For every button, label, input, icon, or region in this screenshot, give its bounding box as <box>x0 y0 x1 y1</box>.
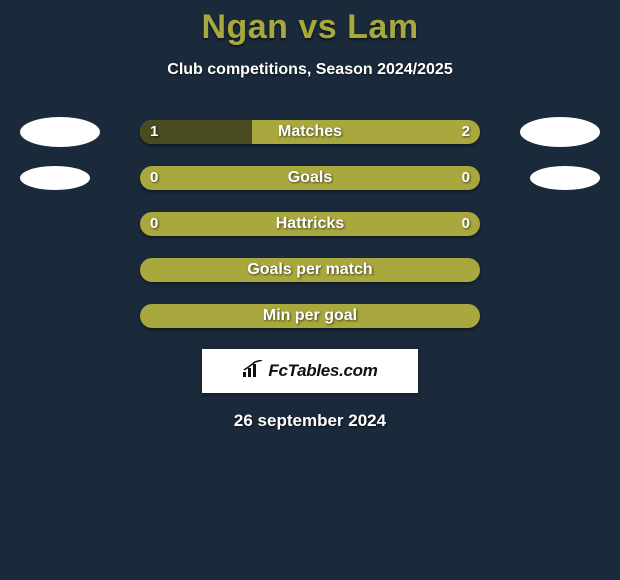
update-date: 26 september 2024 <box>0 411 620 431</box>
stat-bar: 12Matches <box>140 120 480 144</box>
stat-bar: 00Hattricks <box>140 212 480 236</box>
stat-row: 00Goals <box>0 155 620 201</box>
subtitle: Club competitions, Season 2024/2025 <box>0 61 620 79</box>
player-badge-right <box>520 117 600 147</box>
stats-rows: 12Matches 00Goals 00Hattricks Goals per mat… <box>0 109 620 339</box>
stat-label: Goals <box>140 166 480 190</box>
page-title: Ngan vs Lam <box>0 8 620 47</box>
comparison-card: Ngan vs Lam Club competitions, Season 20… <box>0 0 620 431</box>
stat-row: Min per goal <box>0 293 620 339</box>
player-badge-left <box>20 166 90 190</box>
chart-icon <box>242 360 264 383</box>
stat-row: 12Matches <box>0 109 620 155</box>
stat-bar: Min per goal <box>140 304 480 328</box>
stat-bar: Goals per match <box>140 258 480 282</box>
stat-label: Matches <box>140 120 480 144</box>
stat-bar: 00Goals <box>140 166 480 190</box>
stat-row: Goals per match <box>0 247 620 293</box>
stat-row: 00Hattricks <box>0 201 620 247</box>
stat-label: Hattricks <box>140 212 480 236</box>
source-logo: FcTables.com <box>202 349 418 393</box>
player-badge-right <box>530 166 600 190</box>
stat-label: Min per goal <box>140 304 480 328</box>
stat-label: Goals per match <box>140 258 480 282</box>
logo-text: FcTables.com <box>268 361 377 381</box>
player-badge-left <box>20 117 100 147</box>
